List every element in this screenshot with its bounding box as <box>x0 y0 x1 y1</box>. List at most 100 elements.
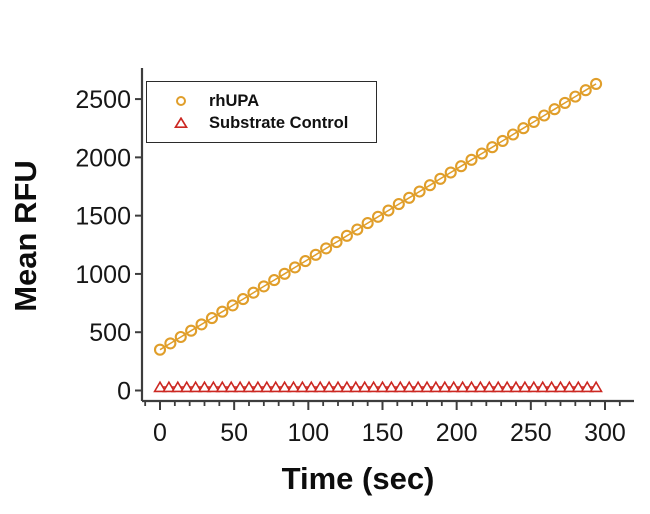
data-point-substrate-control <box>446 380 461 393</box>
data-point-substrate-control <box>233 380 247 393</box>
data-point-rhupa <box>579 84 592 97</box>
data-point-rhupa <box>392 198 405 211</box>
x-tick-label: 200 <box>436 419 478 447</box>
x-tick-label: 100 <box>287 419 329 447</box>
data-point-rhupa <box>465 153 478 166</box>
data-point-substrate-control <box>473 380 488 393</box>
data-point-substrate-control <box>286 380 301 393</box>
data-point-substrate-control <box>527 380 541 393</box>
data-point-substrate-control <box>366 380 381 393</box>
data-point-substrate-control <box>322 380 336 393</box>
legend-item-rhupa: rhUPA <box>174 93 376 110</box>
data-point-rhupa <box>361 217 374 230</box>
data-point-substrate-control <box>188 380 203 393</box>
data-point-substrate-control <box>491 380 505 393</box>
data-point-substrate-control <box>215 380 230 393</box>
data-point-substrate-control <box>375 380 390 393</box>
data-point-rhupa <box>340 229 353 242</box>
x-tick-label: 300 <box>584 419 626 447</box>
y-tick-label: 1000 <box>75 261 131 289</box>
legend-item-substrate-control: Substrate Control <box>174 113 376 132</box>
data-point-rhupa <box>247 286 260 299</box>
data-point-substrate-control <box>562 380 577 393</box>
data-point-substrate-control <box>331 380 345 393</box>
data-point-rhupa <box>590 77 603 90</box>
data-point-rhupa <box>237 293 250 306</box>
data-point-rhupa <box>548 103 561 116</box>
data-point-substrate-control <box>553 380 568 393</box>
data-point-substrate-control <box>153 380 167 393</box>
data-point-rhupa <box>164 337 177 350</box>
data-point-substrate-control <box>251 380 265 393</box>
data-point-rhupa <box>309 248 322 261</box>
legend: rhUPA Substrate Control <box>146 81 377 143</box>
data-point-substrate-control <box>544 380 559 393</box>
data-point-rhupa <box>382 204 395 217</box>
data-point-rhupa <box>558 96 571 109</box>
data-point-substrate-control <box>464 380 479 393</box>
data-point-substrate-control <box>482 380 497 393</box>
data-point-substrate-control <box>580 380 594 393</box>
data-point-substrate-control <box>420 380 434 393</box>
data-point-substrate-control <box>393 380 408 393</box>
data-point-rhupa <box>569 90 582 103</box>
data-point-rhupa <box>475 147 488 160</box>
data-point-substrate-control <box>268 380 283 393</box>
data-point-rhupa <box>496 134 509 147</box>
data-point-substrate-control <box>206 380 221 393</box>
data-point-rhupa <box>434 172 447 185</box>
open-triangle-icon <box>174 116 188 129</box>
open-circle-icon <box>174 96 188 107</box>
data-point-substrate-control <box>313 380 327 393</box>
data-point-substrate-control <box>340 380 354 393</box>
data-point-substrate-control <box>411 380 425 393</box>
data-point-rhupa <box>185 324 198 337</box>
x-tick-label: 0 <box>153 419 167 447</box>
y-tick-label: 2000 <box>75 144 131 172</box>
y-tick-label: 500 <box>89 319 131 347</box>
data-point-substrate-control <box>349 380 363 393</box>
data-point-rhupa <box>455 160 468 173</box>
legend-label: Substrate Control <box>209 113 349 132</box>
data-point-substrate-control <box>295 380 310 393</box>
data-point-rhupa <box>278 267 291 280</box>
data-point-rhupa <box>330 236 343 249</box>
x-axis-title: Time (sec) <box>281 461 435 496</box>
data-point-rhupa <box>423 179 437 192</box>
x-tick-label: 150 <box>362 419 404 447</box>
data-point-substrate-control <box>589 380 603 393</box>
legend-label: rhUPA <box>209 92 260 110</box>
data-point-substrate-control <box>402 380 416 393</box>
y-tick-label: 2500 <box>75 86 131 114</box>
data-point-rhupa <box>195 318 208 331</box>
data-point-substrate-control <box>535 380 550 393</box>
data-point-substrate-control <box>509 380 523 393</box>
data-point-rhupa <box>320 242 333 255</box>
data-point-substrate-control <box>277 380 292 393</box>
data-point-substrate-control <box>357 380 372 393</box>
data-point-rhupa <box>371 210 385 223</box>
data-point-substrate-control <box>571 380 586 393</box>
data-point-rhupa <box>351 223 364 236</box>
y-axis-title: Mean RFU <box>8 160 43 312</box>
data-point-rhupa <box>538 109 551 122</box>
data-point-rhupa <box>403 191 416 204</box>
data-point-rhupa <box>506 128 520 141</box>
data-point-substrate-control <box>304 380 319 393</box>
data-point-substrate-control <box>455 380 470 393</box>
data-point-rhupa <box>527 115 540 128</box>
data-point-substrate-control <box>197 380 212 393</box>
data-point-substrate-control <box>518 380 532 393</box>
data-point-substrate-control <box>384 380 399 393</box>
data-point-substrate-control <box>500 380 514 393</box>
data-point-rhupa <box>226 299 239 312</box>
data-point-substrate-control <box>171 380 185 393</box>
data-point-rhupa <box>257 280 270 293</box>
data-point-rhupa <box>288 261 302 274</box>
data-point-rhupa <box>216 305 229 318</box>
data-point-rhupa <box>444 166 457 179</box>
data-point-rhupa <box>153 343 167 356</box>
y-tick-label: 1500 <box>75 203 131 231</box>
data-point-rhupa <box>517 122 530 135</box>
